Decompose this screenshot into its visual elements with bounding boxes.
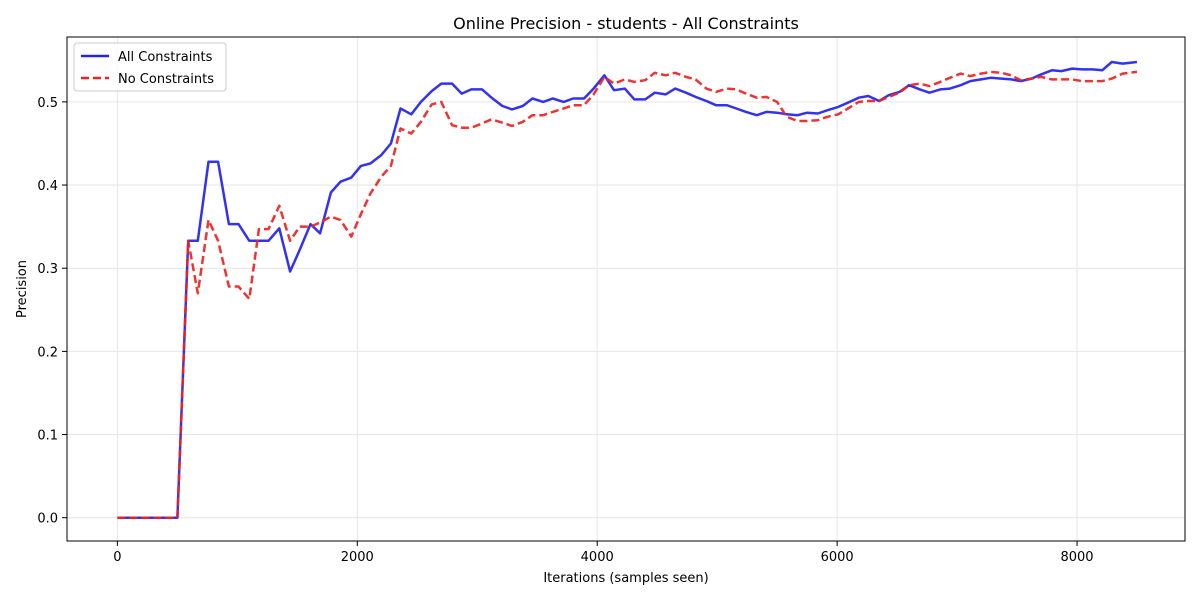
x-tick-label: 6000 — [821, 550, 854, 565]
y-tick-label: 0.3 — [37, 262, 58, 277]
x-axis-label: Iterations (samples seen) — [543, 571, 708, 586]
series-line-all-constraints — [117, 60, 1138, 519]
y-tick-label: 0.0 — [37, 512, 58, 527]
legend-label-no-constraints: No Constraints — [118, 72, 214, 87]
y-tick-label: 0.2 — [37, 345, 58, 360]
x-tick-label: 0 — [113, 550, 121, 565]
x-tick-label: 8000 — [1060, 550, 1093, 565]
legend: All Constraints No Constraints — [73, 42, 227, 92]
y-tick-label: 0.4 — [37, 179, 58, 194]
y-axis-label: Precision — [15, 260, 30, 318]
y-tick-label: 0.1 — [37, 429, 58, 444]
y-tick-label: 0.5 — [37, 96, 58, 111]
ticks: 0 2000 4000 6000 8000 0.0 0.1 0.2 0.3 0.4 0.5 — [37, 96, 1093, 565]
series-layer — [117, 60, 1138, 519]
plot-frame — [66, 36, 1186, 542]
legend-box — [73, 42, 227, 92]
x-tick-label: 4000 — [581, 550, 614, 565]
chart-title: Online Precision - students - All Constr… — [453, 14, 799, 33]
x-tick-label: 2000 — [341, 550, 374, 565]
legend-label-all-constraints: All Constraints — [118, 50, 213, 65]
series-line-no-constraints — [117, 70, 1138, 519]
